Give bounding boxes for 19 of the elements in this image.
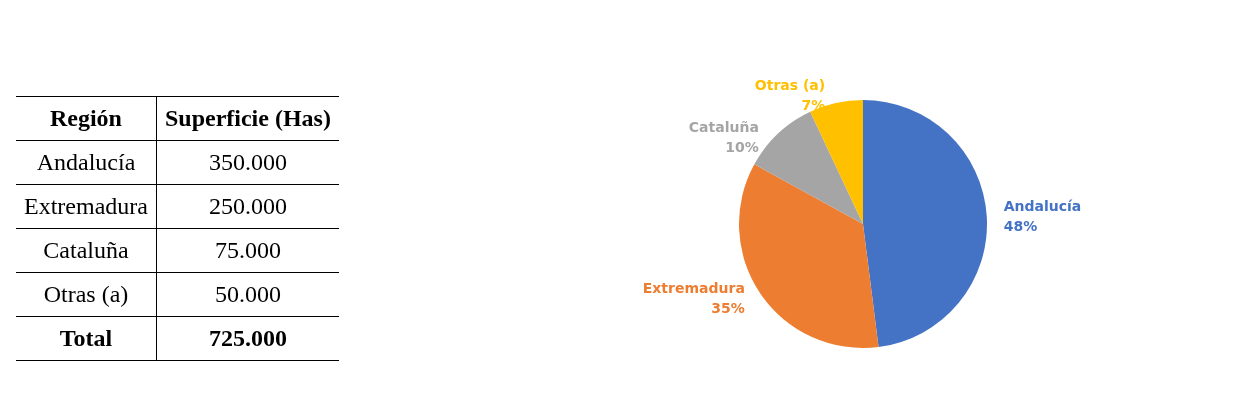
category-label: Otras (a) xyxy=(16,272,157,317)
text: 725.000 xyxy=(208,325,287,351)
text: 350.000 xyxy=(208,149,287,175)
slice-label: Extremadura xyxy=(642,280,745,297)
slice-label: Cataluña xyxy=(688,119,759,136)
text: Superficie (Has) xyxy=(156,96,339,141)
text: 50.000 xyxy=(214,281,281,307)
slice-label: Otras (a) xyxy=(754,77,826,94)
text: Total xyxy=(16,316,157,361)
text: Región xyxy=(16,96,157,141)
text: 75.000 xyxy=(214,237,281,263)
category-label: Cataluña xyxy=(16,228,157,273)
data-label: 35% xyxy=(711,300,745,317)
data-label: 10% xyxy=(725,139,759,156)
text: 250.000 xyxy=(208,193,287,219)
category-label: Extremadura xyxy=(16,184,157,229)
data-label: 48% xyxy=(1003,217,1038,234)
slice-label: Andalucía xyxy=(1003,197,1082,214)
category-label: Andalucía xyxy=(16,140,157,185)
